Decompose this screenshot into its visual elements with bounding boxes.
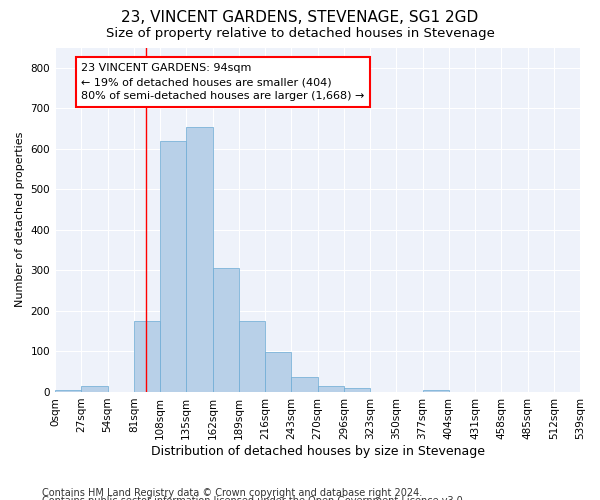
Bar bbox=[134, 321, 160, 392]
X-axis label: Distribution of detached houses by size in Stevenage: Distribution of detached houses by size … bbox=[151, 444, 485, 458]
Bar bbox=[291, 376, 317, 392]
Bar bbox=[239, 321, 265, 392]
Bar bbox=[344, 388, 370, 392]
Bar bbox=[212, 268, 239, 392]
Text: Contains HM Land Registry data © Crown copyright and database right 2024.: Contains HM Land Registry data © Crown c… bbox=[42, 488, 422, 498]
Bar bbox=[317, 386, 344, 392]
Bar bbox=[160, 140, 186, 392]
Text: 23 VINCENT GARDENS: 94sqm
← 19% of detached houses are smaller (404)
80% of semi: 23 VINCENT GARDENS: 94sqm ← 19% of detac… bbox=[81, 63, 365, 101]
Bar bbox=[81, 386, 107, 392]
Text: Contains public sector information licensed under the Open Government Licence v3: Contains public sector information licen… bbox=[42, 496, 466, 500]
Text: Size of property relative to detached houses in Stevenage: Size of property relative to detached ho… bbox=[106, 28, 494, 40]
Bar bbox=[186, 126, 212, 392]
Bar bbox=[265, 352, 291, 392]
Text: 23, VINCENT GARDENS, STEVENAGE, SG1 2GD: 23, VINCENT GARDENS, STEVENAGE, SG1 2GD bbox=[121, 10, 479, 25]
Y-axis label: Number of detached properties: Number of detached properties bbox=[15, 132, 25, 308]
Bar bbox=[55, 390, 81, 392]
Bar bbox=[422, 390, 449, 392]
